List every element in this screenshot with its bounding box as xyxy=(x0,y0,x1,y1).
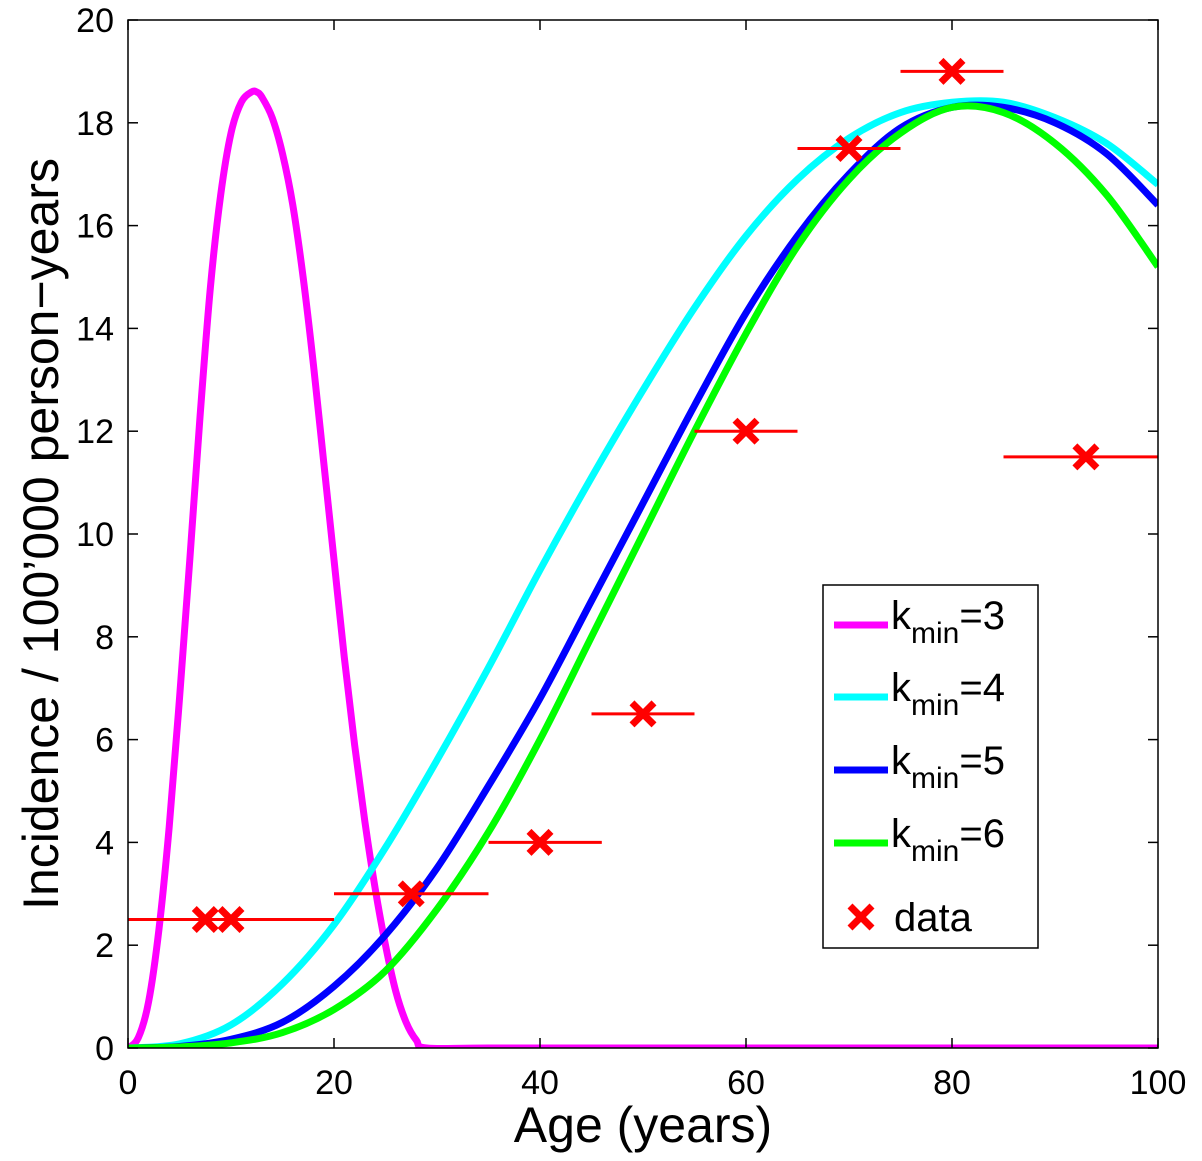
series-layer xyxy=(128,87,1158,1048)
series-line-k3 xyxy=(128,87,1158,1048)
y-tick-label: 10 xyxy=(76,516,114,554)
y-tick-label: 20 xyxy=(76,2,114,40)
legend-label: kmin=4 xyxy=(891,666,1005,722)
x-tick-label: 40 xyxy=(521,1064,559,1102)
legend: kmin=3 kmin=4 kmin=5 kmin=6 data xyxy=(822,584,1039,949)
data-point xyxy=(217,906,245,933)
y-axis-label: Incidence / 100’000 person−years xyxy=(13,158,69,910)
data-point xyxy=(732,417,760,445)
data-point xyxy=(397,880,425,908)
y-tick-label: 12 xyxy=(76,413,114,451)
axes-layer: 0 20 40 60 80 100 0 2 4 6 8 10 12 14 16 18 20 xyxy=(76,2,1186,1102)
legend-label: kmin=3 xyxy=(891,594,1005,650)
y-tick-label: 14 xyxy=(76,310,114,348)
data-point xyxy=(629,700,657,728)
y-tick-label: 18 xyxy=(76,105,114,143)
x-tick-label: 0 xyxy=(119,1064,138,1102)
x-tick-label: 100 xyxy=(1130,1064,1187,1102)
y-tick-label: 0 xyxy=(95,1030,114,1068)
series-line-k4 xyxy=(128,97,1158,1048)
legend-data-marker xyxy=(847,903,875,931)
series-line-k6 xyxy=(128,102,1158,1048)
data-layer xyxy=(128,57,1158,933)
legend-label: kmin=6 xyxy=(891,812,1005,868)
data-point xyxy=(1072,443,1100,471)
y-tick-label: 6 xyxy=(95,722,114,760)
y-tick-label: 8 xyxy=(95,619,114,657)
y-tick-label: 16 xyxy=(76,208,114,246)
data-point xyxy=(938,57,966,85)
data-point xyxy=(526,828,554,856)
legend-label-data: data xyxy=(894,896,973,940)
x-axis-label: Age (years) xyxy=(514,1097,772,1153)
legend-label: kmin=5 xyxy=(891,739,1005,795)
y-tick-label: 2 xyxy=(95,927,114,965)
x-tick-label: 80 xyxy=(933,1064,971,1102)
data-point xyxy=(835,135,863,162)
y-tick-label: 4 xyxy=(95,824,114,862)
x-tick-label: 20 xyxy=(315,1064,353,1102)
x-tick-label: 60 xyxy=(727,1064,765,1102)
